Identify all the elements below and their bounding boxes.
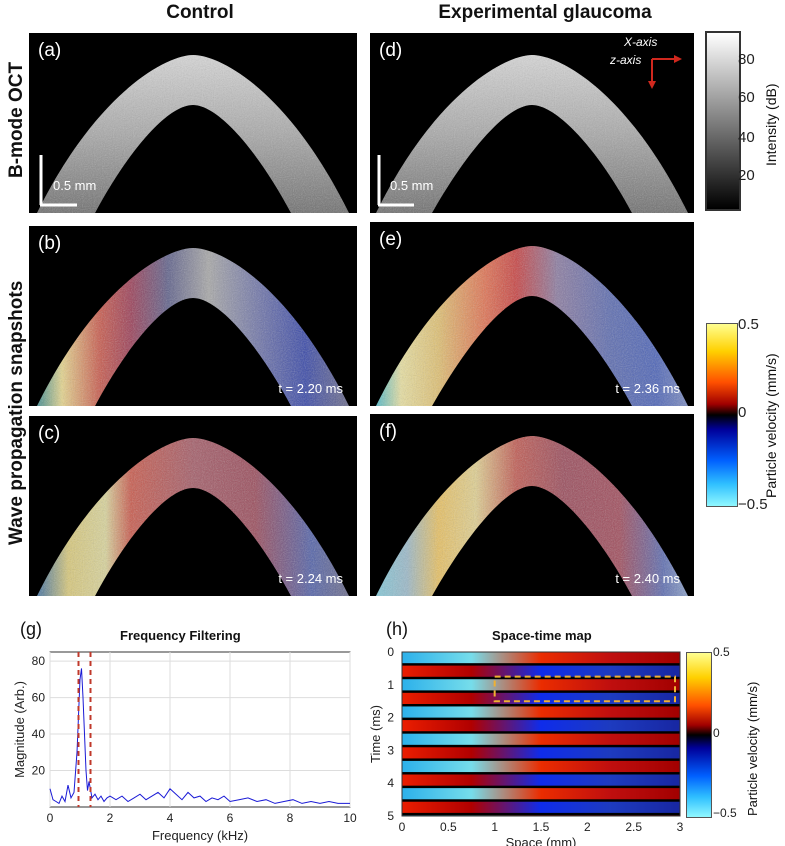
intensity-colorbar-label: Intensity (dB) bbox=[763, 83, 779, 166]
x-tick-label: 1.5 bbox=[533, 820, 550, 834]
y-axis-title: Magnitude (Arb.) bbox=[12, 681, 27, 778]
z-axis-label: z-axis bbox=[610, 53, 642, 67]
panel-label-h: (h) bbox=[386, 619, 408, 639]
wave-band-negative bbox=[402, 774, 680, 786]
y-axis-title: Time (ms) bbox=[368, 705, 383, 763]
column-title-glaucoma: Experimental glaucoma bbox=[438, 2, 652, 23]
velocity-tick-min: −0.5 bbox=[738, 496, 768, 513]
x-arrow-icon bbox=[674, 55, 682, 63]
axes-inset bbox=[648, 55, 682, 89]
panel-label-a: (a) bbox=[38, 40, 62, 61]
plot-area bbox=[49, 651, 351, 808]
spacetime-cbar-tick-max: 0.5 bbox=[713, 645, 730, 659]
wave-band-negative bbox=[402, 801, 680, 813]
x-axis-label: X-axis bbox=[624, 35, 658, 49]
wave-snapshot-image bbox=[37, 438, 349, 596]
wave-band-negative bbox=[402, 665, 680, 677]
velocity-colorbar-label: Particle velocity (mm/s) bbox=[763, 353, 779, 498]
wave-band-positive bbox=[402, 760, 680, 773]
wave-band-negative bbox=[402, 747, 680, 759]
row-title-wave: Wave propagation snapshots bbox=[6, 280, 27, 545]
wave-snapshot-image bbox=[376, 246, 688, 406]
y-tick-label: 3 bbox=[387, 743, 394, 757]
y-tick-label: 5 bbox=[387, 809, 394, 823]
panel-b-wave-control: (b) t = 2.20 ms bbox=[29, 226, 357, 406]
time-stamp-f: t = 2.40 ms bbox=[615, 571, 680, 586]
intensity-tick-80: 80 bbox=[738, 51, 755, 68]
plot-frame bbox=[401, 651, 681, 817]
cornea-bmode-image bbox=[37, 55, 349, 213]
x-tick-label: 4 bbox=[167, 811, 174, 825]
y-tick-label: 1 bbox=[387, 678, 394, 692]
x-tick-label: 10 bbox=[343, 811, 357, 825]
y-tick-label: 60 bbox=[32, 691, 46, 705]
x-tick-label: 1 bbox=[491, 820, 498, 834]
wave-band-positive bbox=[402, 679, 680, 691]
velocity-colorbar-small bbox=[686, 652, 712, 818]
velocity-colorbar bbox=[706, 323, 738, 507]
x-tick-label: 0.5 bbox=[440, 820, 457, 834]
velocity-tick-zero: 0 bbox=[738, 404, 747, 421]
spacetime-cbar-tick-zero: 0 bbox=[713, 726, 720, 740]
x-tick-label: 3 bbox=[677, 820, 684, 834]
time-stamp-e: t = 2.36 ms bbox=[615, 381, 680, 396]
x-axis-title: Space (mm) bbox=[506, 835, 577, 846]
x-tick-label: 8 bbox=[287, 811, 294, 825]
wave-band-positive bbox=[402, 788, 680, 800]
chart-title-frequency: Frequency Filtering bbox=[120, 628, 241, 643]
panel-c-wave-control: (c) t = 2.24 ms bbox=[29, 416, 357, 596]
panel-label-b: (b) bbox=[38, 233, 62, 254]
scale-bar-label: 0.5 mm bbox=[53, 178, 97, 193]
time-stamp-b: t = 2.20 ms bbox=[278, 381, 343, 396]
spacetime-cbar-tick-min: −0.5 bbox=[713, 806, 737, 820]
wave-band-negative bbox=[402, 692, 680, 704]
x-tick-label: 2 bbox=[584, 820, 591, 834]
y-tick-label: 40 bbox=[32, 727, 46, 741]
y-tick-label: 20 bbox=[32, 764, 46, 778]
intensity-tick-60: 60 bbox=[738, 89, 755, 106]
space-time-map-chart: 0 0.5 1 1.5 2 2.5 3 0 1 2 3 4 5 Space (mm) Time (ms) bbox=[368, 645, 684, 846]
x-tick-label: 0 bbox=[47, 811, 54, 825]
frequency-filtering-chart: 0 2 4 6 8 10 80 60 40 20 Frequency (kHz) Magnitude … bbox=[12, 651, 357, 843]
column-title-control: Control bbox=[166, 2, 234, 23]
y-tick-label: 80 bbox=[32, 654, 46, 668]
y-tick-label: 0 bbox=[387, 645, 394, 659]
row-title-bmode: B-mode OCT bbox=[6, 61, 27, 178]
y-tick-label: 2 bbox=[387, 711, 394, 725]
wave-snapshot-image bbox=[376, 436, 688, 596]
panel-label-f: (f) bbox=[379, 421, 397, 442]
panel-a-bmode-control: (a) 0.5 mm bbox=[29, 33, 357, 213]
wave-band-negative bbox=[402, 720, 680, 732]
x-tick-label: 2.5 bbox=[625, 820, 642, 834]
wave-band-positive bbox=[402, 733, 680, 745]
x-tick-label: 6 bbox=[227, 811, 234, 825]
panel-label-e: (e) bbox=[379, 229, 403, 250]
x-axis-title: Frequency (kHz) bbox=[152, 828, 248, 843]
intensity-tick-40: 40 bbox=[738, 129, 755, 146]
panel-d-bmode-glaucoma: (d) X-axis z-axis 0.5 mm bbox=[370, 33, 694, 213]
intensity-colorbar bbox=[705, 31, 741, 211]
cornea-bmode-image bbox=[376, 55, 688, 213]
x-tick-label: 2 bbox=[107, 811, 114, 825]
panel-f-wave-glaucoma: (f) t = 2.40 ms bbox=[370, 414, 694, 596]
velocity-tick-max: 0.5 bbox=[738, 316, 759, 333]
wave-band-positive bbox=[402, 652, 680, 664]
wave-snapshot-image bbox=[37, 248, 349, 406]
panel-label-d: (d) bbox=[379, 40, 403, 61]
scale-bar-label: 0.5 mm bbox=[390, 178, 434, 193]
panel-e-wave-glaucoma: (e) t = 2.36 ms bbox=[370, 222, 694, 406]
z-arrow-icon bbox=[648, 81, 656, 89]
x-tick-label: 0 bbox=[399, 820, 406, 834]
chart-title-spacetime: Space-time map bbox=[492, 628, 592, 643]
spacetime-colorbar-label: Particle velocity (mm/s) bbox=[745, 681, 760, 816]
wave-band-positive bbox=[402, 706, 680, 718]
y-tick-label: 4 bbox=[387, 776, 394, 790]
panel-label-g: (g) bbox=[20, 619, 42, 639]
panel-label-c: (c) bbox=[38, 423, 61, 444]
roi-box bbox=[493, 675, 676, 703]
time-stamp-c: t = 2.24 ms bbox=[278, 571, 343, 586]
intensity-tick-20: 20 bbox=[738, 167, 755, 184]
